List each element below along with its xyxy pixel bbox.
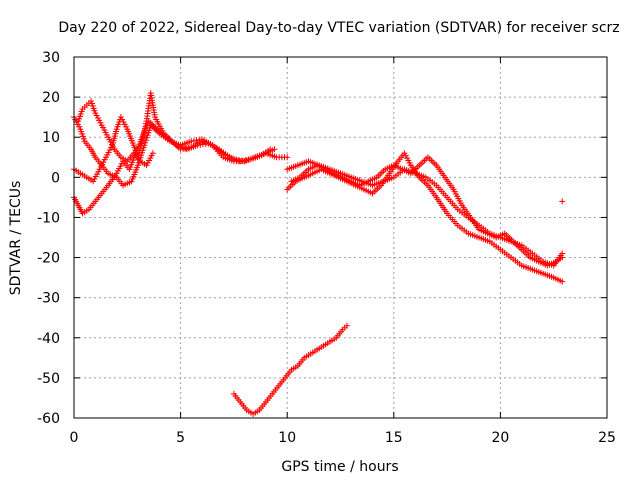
y-tick-label: -60 xyxy=(37,411,60,427)
axis-ticks: 0 5 10 15 20 25 -60 -50 -40 -30 -20 -10 0 10 20 30 xyxy=(37,50,616,446)
data-point-marker xyxy=(190,137,197,144)
data-point-marker xyxy=(559,254,566,261)
y-tick-label: -10 xyxy=(37,210,60,226)
data-point-marker xyxy=(245,156,252,163)
y-tick-label: 10 xyxy=(42,130,60,146)
y-axis-label: SDTVAR / TECUs xyxy=(8,181,24,296)
data-point-marker xyxy=(343,322,350,329)
x-tick-label: 15 xyxy=(385,430,403,446)
data-point-marker xyxy=(134,162,141,169)
data-point-marker xyxy=(193,137,200,144)
data-point-marker xyxy=(149,150,156,157)
y-tick-label: 30 xyxy=(42,50,60,66)
y-tick-label: 0 xyxy=(51,170,60,186)
x-tick-label: 0 xyxy=(70,430,79,446)
x-tick-label: 20 xyxy=(491,430,509,446)
data-point-marker xyxy=(237,158,244,165)
data-point-marker xyxy=(199,141,206,148)
data-point-marker xyxy=(239,157,246,164)
data-point-marker xyxy=(194,142,201,149)
y-tick-label: -20 xyxy=(37,251,60,267)
data-point-marker xyxy=(559,278,566,285)
y-tick-label: -50 xyxy=(37,371,60,387)
y-tick-label: -30 xyxy=(37,291,60,307)
data-point-marker xyxy=(142,137,149,144)
x-tick-label: 10 xyxy=(278,430,296,446)
data-point-marker xyxy=(559,198,566,205)
y-tick-label: -40 xyxy=(37,331,60,347)
x-tick-label: 5 xyxy=(176,430,185,446)
x-tick-label: 25 xyxy=(598,430,616,446)
data-point-marker xyxy=(267,146,274,153)
data-point-marker xyxy=(284,154,291,161)
x-axis-label: GPS time / hours xyxy=(281,459,398,475)
data-point-marker xyxy=(143,134,150,141)
data-point-marker xyxy=(202,140,209,147)
data-point-marker xyxy=(242,157,249,164)
y-tick-label: 20 xyxy=(42,90,60,106)
data-point-marker xyxy=(197,141,204,148)
data-points xyxy=(71,90,566,417)
chart-title: Day 220 of 2022, Sidereal Day-to-day VTE… xyxy=(58,20,619,36)
data-point-marker xyxy=(188,138,195,145)
plot-frame xyxy=(73,56,608,419)
